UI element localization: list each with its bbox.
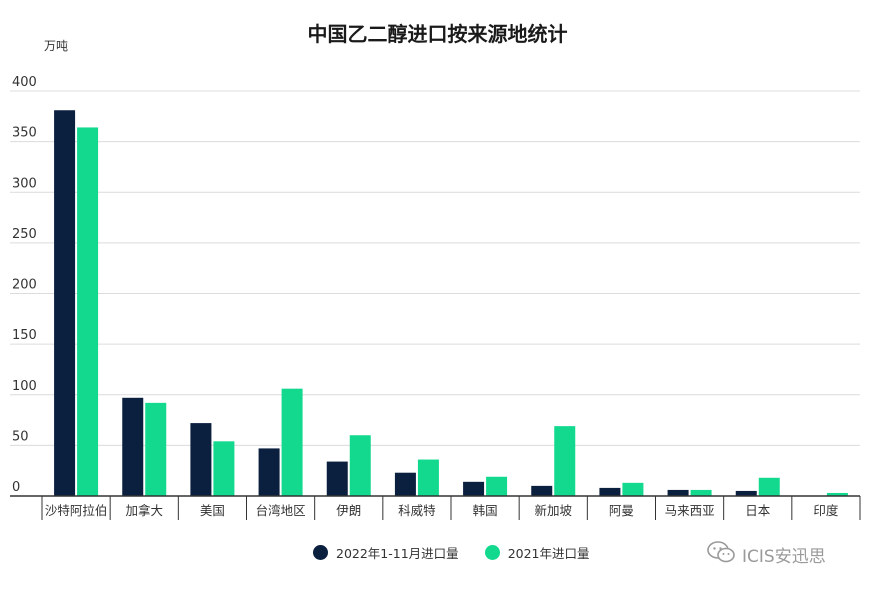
bar-2022 [463,481,485,496]
watermark-text: ICIS安迅思 [742,547,826,567]
bar-2022 [190,423,212,496]
y-tick-label: 150 [12,328,37,343]
legend-label-2022: 2022年1-11月进口量 [336,546,459,561]
bar-2022 [258,448,280,496]
y-tick-label: 0 [12,480,20,495]
x-tick-label: 加拿大 [125,503,163,518]
bar-2022 [394,472,416,496]
x-tick-label: 阿曼 [609,503,634,518]
legend-swatch-2021 [484,545,500,560]
legend: 2022年1-11月进口量 2021年进口量 [313,543,616,562]
watermark: ICIS安迅思 [706,540,826,569]
y-axis-unit-label: 万吨 [44,39,69,53]
bar-2021 [486,476,508,496]
x-tick-label: 伊朗 [336,503,361,518]
legend-item-2022: 2022年1-11月进口量 [313,543,459,562]
bar-2021 [826,492,848,496]
bar-2022 [667,489,689,496]
bar-2021 [690,489,712,496]
bar-2022 [122,397,144,496]
y-tick-label: 100 [12,379,37,394]
bar-2021 [145,402,167,496]
y-tick-label: 250 [12,227,37,242]
bar-2021 [417,459,439,496]
y-tick-label: 350 [12,126,37,141]
x-tick-label: 马来西亚 [665,503,715,518]
bar-2022 [54,110,76,497]
bar-2021 [281,388,303,496]
y-tick-label: 400 [12,75,37,90]
bar-2022 [531,485,553,496]
bar-2021 [349,435,371,496]
x-tick-label: 韩国 [473,503,498,518]
bar-2021 [77,127,99,496]
y-tick-label: 300 [12,176,37,191]
bar-2021 [758,477,780,496]
y-tick-label: 200 [12,278,37,293]
legend-item-2021: 2021年进口量 [484,543,590,562]
y-tick-label: 50 [12,429,29,444]
chart-title: 中国乙二醇进口按来源地统计 [307,22,568,46]
wechat-icon [706,540,736,569]
legend-swatch-2022 [313,545,328,560]
x-tick-label: 美国 [200,503,225,518]
bar-2022 [326,461,348,496]
bar-2021 [213,441,235,496]
x-tick-label: 新加坡 [534,503,572,518]
bar-2022 [599,487,621,496]
x-tick-label: 日本 [745,503,771,518]
bar-2022 [735,490,757,496]
x-tick-label: 台湾地区 [256,503,306,518]
x-tick-label: 科威特 [398,503,436,518]
x-tick-label: 沙特阿拉伯 [45,503,108,518]
legend-label-2021: 2021年进口量 [507,546,590,561]
bar-2021 [554,426,576,496]
x-tick-label: 印度 [813,503,839,518]
bar-2021 [622,482,644,496]
